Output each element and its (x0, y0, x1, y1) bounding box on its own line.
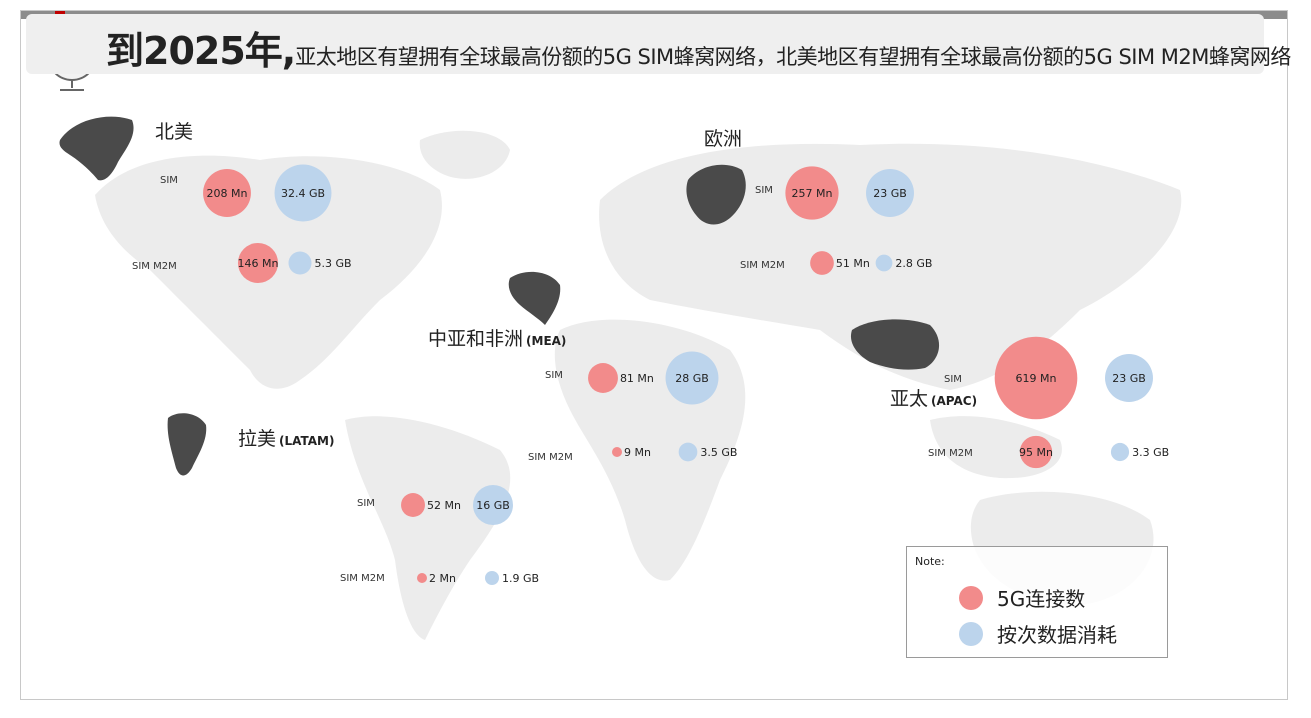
bubble-connections-na-sim (203, 169, 251, 217)
title-band (26, 14, 1264, 74)
metric-label-eu-sim_m2m: SIM M2M (740, 260, 785, 271)
north-america-icon (59, 116, 134, 181)
asia-pacific-icon (850, 319, 940, 370)
region-name-mea: 中亚和非洲 (MEA) (428, 328, 566, 350)
legend: Note: 5G连接数 按次数据消耗 (906, 546, 1168, 658)
label-connections-mea-sim_m2m: 9 Mn (624, 446, 651, 459)
map-greenland (419, 130, 510, 179)
bubble-data-na-sim_m2m (288, 251, 312, 275)
bubble-data-eu-sim (866, 169, 914, 217)
title-rest: 亚太地区有望拥有全球最高份额的5G SIM蜂窝网络，北美地区有望拥有全球最高份额… (295, 45, 1291, 69)
metric-label-apac-sim_m2m: SIM M2M (928, 448, 973, 459)
region-name-apac: 亚太 (APAC) (890, 388, 977, 410)
region-name-eu: 欧洲 (704, 128, 742, 150)
bubble-data-latam-sim_m2m (485, 571, 499, 585)
bubble-connections-eu-sim (785, 166, 839, 220)
bubble-connections-latam-sim_m2m (417, 573, 427, 583)
label-data-mea-sim: 28 GB (675, 372, 709, 385)
label-connections-eu-sim_m2m: 51 Mn (836, 257, 870, 270)
south-america-icon (167, 413, 207, 476)
label-connections-na-sim: 208 Mn (207, 187, 248, 200)
label-data-latam-sim_m2m: 1.9 GB (502, 572, 539, 585)
metric-label-latam-sim: SIM (357, 498, 375, 509)
label-connections-eu-sim: 257 Mn (792, 187, 833, 200)
label-data-latam-sim: 16 GB (476, 499, 510, 512)
legend-title: Note: (915, 555, 945, 568)
legend-swatch-data (959, 621, 983, 646)
label-data-eu-sim: 23 GB (873, 187, 907, 200)
label-connections-apac-sim_m2m: 95 Mn (1019, 446, 1053, 459)
label-data-apac-sim_m2m: 3.3 GB (1132, 446, 1169, 459)
legend-swatch-connections (959, 585, 983, 610)
bubble-connections-mea-sim (588, 363, 618, 393)
bubble-data-apac-sim_m2m (1110, 442, 1130, 462)
europe-icon (686, 164, 746, 225)
region-name-na: 北美 (155, 121, 193, 143)
label-connections-latam-sim: 52 Mn (427, 499, 461, 512)
bubble-connections-apac-sim_m2m (1019, 435, 1053, 469)
region-code-apac: (APAC) (931, 394, 977, 408)
label-data-mea-sim_m2m: 3.5 GB (700, 446, 737, 459)
page-title: 到2025年,亚太地区有望拥有全球最高份额的5G SIM蜂窝网络，北美地区有望拥… (106, 20, 1291, 75)
legend-label-data: 按次数据消耗 (997, 623, 1117, 647)
legend-label-connections: 5G连接数 (997, 587, 1086, 611)
metric-label-apac-sim: SIM (944, 374, 962, 385)
label-connections-na-sim_m2m: 146 Mn (238, 257, 279, 270)
label-data-na-sim_m2m: 5.3 GB (315, 257, 352, 270)
label-connections-apac-sim: 619 Mn (1016, 372, 1057, 385)
bubble-connections-na-sim_m2m (237, 242, 279, 284)
label-connections-latam-sim_m2m: 2 Mn (429, 572, 456, 585)
bubble-data-mea-sim (665, 351, 719, 405)
bubble-connections-latam-sim (401, 493, 425, 517)
label-data-apac-sim: 23 GB (1112, 372, 1146, 385)
label-connections-mea-sim: 81 Mn (620, 372, 654, 385)
bubble-data-eu-sim_m2m (875, 254, 893, 272)
metric-label-na-sim: SIM (160, 175, 178, 186)
metric-label-mea-sim: SIM (545, 370, 563, 381)
label-data-eu-sim_m2m: 2.8 GB (895, 257, 932, 270)
bubble-data-na-sim (274, 164, 332, 222)
metric-label-mea-sim_m2m: SIM M2M (528, 452, 573, 463)
region-code-mea: (MEA) (526, 334, 566, 348)
metric-label-eu-sim: SIM (755, 185, 773, 196)
legend-item-data: 按次数据消耗 (959, 619, 1117, 648)
bubble-connections-apac-sim (994, 336, 1078, 420)
bubble-data-latam-sim (473, 485, 513, 525)
metric-label-latam-sim_m2m: SIM M2M (340, 573, 385, 584)
bubble-data-apac-sim (1105, 354, 1153, 402)
metric-label-na-sim_m2m: SIM M2M (132, 261, 177, 272)
bubble-connections-mea-sim_m2m (612, 447, 622, 457)
map-south-america (345, 416, 511, 640)
title-year: 到2025年, (106, 29, 296, 73)
bubble-data-mea-sim_m2m (678, 442, 698, 462)
region-name-latam: 拉美 (LATAM) (238, 428, 334, 450)
region-code-latam: (LATAM) (279, 434, 334, 448)
africa-icon (508, 271, 561, 325)
legend-item-connections: 5G连接数 (959, 583, 1085, 612)
label-data-na-sim: 32.4 GB (281, 187, 325, 200)
bubble-connections-eu-sim_m2m (810, 251, 834, 275)
